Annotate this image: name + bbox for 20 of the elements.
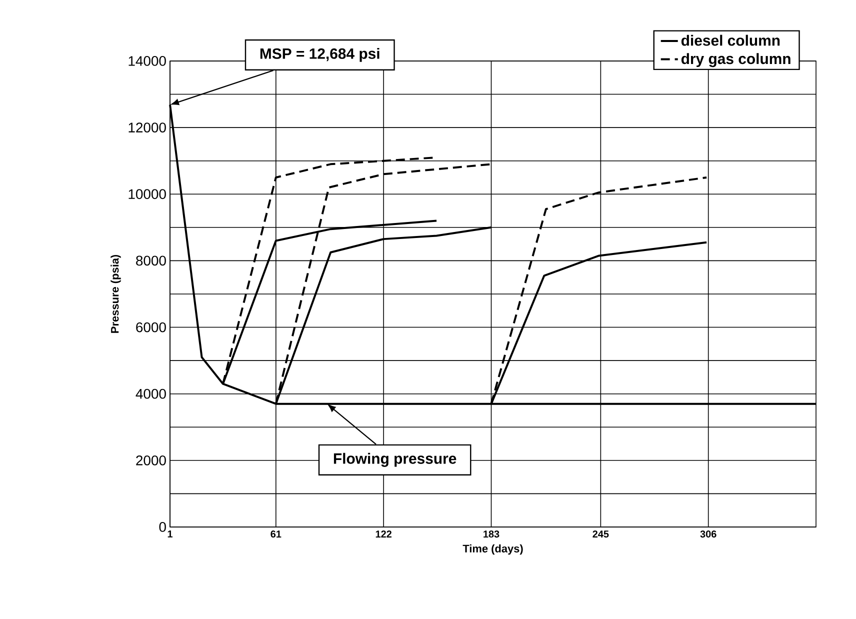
annotation: Flowing pressure [334, 452, 456, 467]
y-tick-label: 0 [159, 522, 166, 532]
y-tick-label: 10000 [128, 189, 166, 200]
y-tick-label: 2000 [136, 455, 166, 466]
y-tick-label: 4000 [136, 388, 166, 399]
y-tick-label: 12000 [128, 122, 166, 132]
y-tick-label: 14000 [128, 56, 166, 66]
x-tick-label: 1 [168, 530, 173, 538]
legend-label: diesel column [681, 34, 780, 46]
x-tick-label: 122 [376, 530, 392, 538]
x-tick-label: 306 [700, 530, 716, 538]
x-tick-label: 61 [270, 530, 282, 538]
y-axis-title: Pressure (psia) [110, 254, 121, 333]
y-tick-label: 8000 [136, 256, 166, 266]
annotation: MSP = 12,684 psi [260, 48, 380, 62]
x-tick-label: 245 [592, 530, 609, 538]
x-axis-title: Time (days) [462, 544, 523, 555]
x-tick-label: 183 [484, 530, 500, 538]
legend-label: dry gas column [681, 53, 790, 68]
y-tick-label: 6000 [136, 322, 166, 332]
